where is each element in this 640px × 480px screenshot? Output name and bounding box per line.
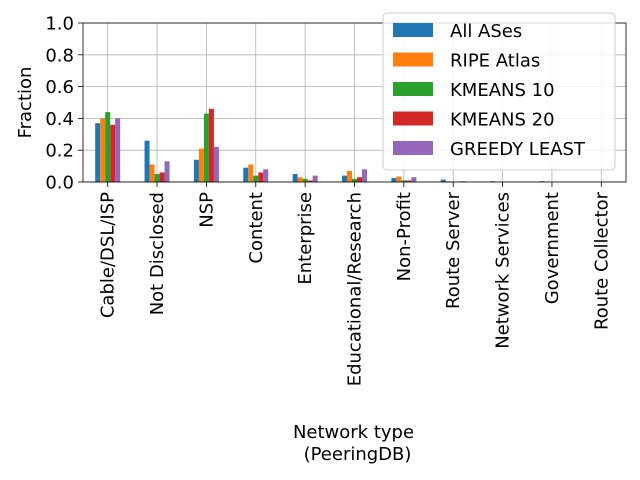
legend-label: GREEDY LEAST	[450, 139, 586, 160]
axes	[78, 22, 627, 187]
bar	[352, 178, 357, 182]
bar	[193, 159, 199, 182]
bar	[253, 175, 259, 182]
bar	[292, 174, 298, 182]
legend-label: KMEANS 20	[450, 110, 555, 131]
legend-swatch	[393, 141, 433, 155]
bar	[159, 172, 165, 182]
bar	[342, 175, 347, 182]
bar	[198, 148, 204, 182]
bar	[347, 170, 352, 182]
x-axis-label-line-2: (PeeringDB)	[304, 444, 412, 465]
y-tick-label: 0.8	[45, 45, 74, 66]
bar	[396, 176, 402, 182]
legend-swatch	[393, 23, 433, 37]
x-tick-label: Route Server	[443, 191, 464, 309]
bar	[154, 174, 160, 182]
bar	[302, 178, 308, 182]
bar	[391, 178, 397, 182]
legend-label: KMEANS 10	[450, 80, 555, 101]
bar	[401, 180, 407, 182]
plot-frame	[82, 22, 627, 183]
bar	[213, 147, 219, 182]
x-tick-label: Not Disclosed	[147, 192, 168, 315]
bar	[362, 169, 367, 182]
bar	[297, 177, 303, 182]
bar	[95, 123, 101, 182]
bars	[95, 108, 614, 182]
x-tick-label: Educational/Research	[345, 192, 366, 386]
y-axis-label: Fraction	[15, 67, 36, 139]
bar	[357, 177, 362, 182]
x-tick-labels: Cable/DSL/ISP Not Disclosed NSP Content Ente…	[98, 191, 613, 386]
bar	[100, 118, 106, 182]
y-tick-label: 0.4	[45, 109, 74, 130]
bar	[263, 169, 269, 182]
bar	[144, 140, 150, 182]
x-tick-label: Non-Profit	[394, 192, 415, 281]
x-tick-label: Cable/DSL/ISP	[98, 192, 119, 318]
bar	[312, 175, 318, 182]
y-tick-label: 0.2	[45, 141, 74, 162]
bar	[203, 113, 209, 182]
bar	[248, 164, 254, 182]
x-tick-label: Content	[246, 192, 267, 264]
bar	[243, 167, 249, 182]
bar	[149, 164, 155, 182]
x-tick-label: Government	[542, 192, 563, 304]
bar	[110, 124, 116, 182]
x-tick-label: Enterprise	[295, 192, 316, 285]
x-tick-label: Route Collector	[591, 191, 612, 330]
legend-label: RIPE Atlas	[450, 51, 540, 72]
bar	[411, 177, 417, 182]
bar	[258, 172, 264, 182]
legend: All ASes RIPE Atlas KMEANS 10 KMEANS 20 GREE…	[382, 12, 616, 171]
bar	[105, 112, 111, 182]
legend-label: All ASes	[450, 21, 522, 42]
legend-swatch	[393, 82, 433, 96]
bar	[307, 180, 313, 182]
bar	[440, 179, 446, 182]
x-tick-label: Network Services	[493, 192, 514, 349]
x-axis-label-line-1: Network type	[293, 422, 414, 443]
y-tick-label: 1.0	[45, 14, 74, 35]
bar	[115, 118, 121, 182]
y-tick-label: 0.6	[45, 77, 74, 98]
y-tick-label: 0.0	[45, 173, 74, 194]
bar	[208, 108, 214, 182]
x-tick-label: NSP	[196, 192, 217, 228]
bar	[406, 180, 412, 182]
legend-swatch	[393, 52, 433, 67]
legend-swatch	[393, 111, 433, 126]
bar	[164, 161, 170, 182]
legend-box	[382, 12, 616, 171]
y-tick-labels: 0.0 0.2 0.4 0.6 0.8 1.0	[45, 14, 74, 194]
